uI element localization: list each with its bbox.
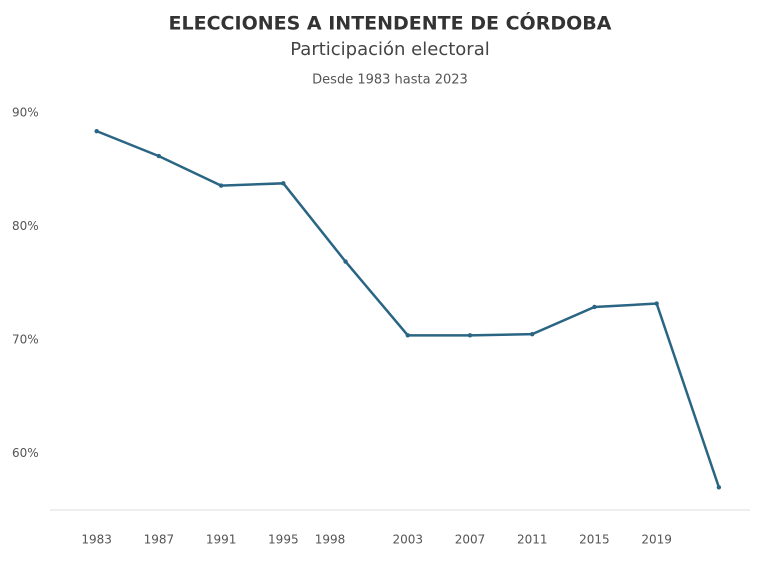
- y-tick-label: 80%: [12, 219, 39, 233]
- data-point: [654, 301, 659, 306]
- x-tick-label: 2003: [393, 533, 424, 547]
- data-line: [96, 129, 721, 488]
- chart-subtitle: Participación electoral: [290, 39, 489, 60]
- data-point: [592, 304, 597, 310]
- data-point: [530, 331, 535, 337]
- y-tick-label: 90%: [12, 106, 39, 120]
- data-point: [405, 333, 410, 338]
- data-point: [343, 259, 348, 264]
- data-point: [156, 153, 162, 159]
- x-tick-label: 1987: [144, 533, 175, 547]
- data-point: [281, 181, 286, 186]
- chart-title: ELECCIONES A INTENDENTE DE CÓRDOBA: [169, 11, 612, 35]
- y-tick-label: 70%: [12, 332, 39, 346]
- data-point: [218, 183, 224, 188]
- x-tick-label: 1998: [315, 533, 346, 547]
- data-point: [467, 333, 473, 338]
- data-point: [94, 128, 99, 134]
- x-tick-label: 2007: [455, 533, 486, 547]
- x-tick-label: 2015: [579, 533, 610, 547]
- x-tick-label: 1995: [268, 533, 299, 547]
- x-tick-label: 1991: [206, 533, 237, 547]
- y-tick-label: 60%: [12, 446, 39, 460]
- x-tick-label: 1983: [81, 533, 112, 547]
- chart-note: Desde 1983 hasta 2023: [312, 73, 468, 88]
- x-tick-label: 2011: [517, 533, 548, 547]
- x-tick-label: 2019: [641, 533, 672, 547]
- data-point: [716, 485, 722, 490]
